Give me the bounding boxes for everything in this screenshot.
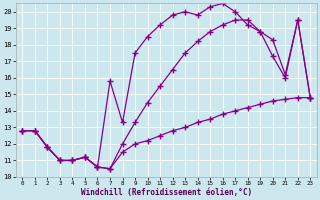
X-axis label: Windchill (Refroidissement éolien,°C): Windchill (Refroidissement éolien,°C) bbox=[81, 188, 252, 197]
